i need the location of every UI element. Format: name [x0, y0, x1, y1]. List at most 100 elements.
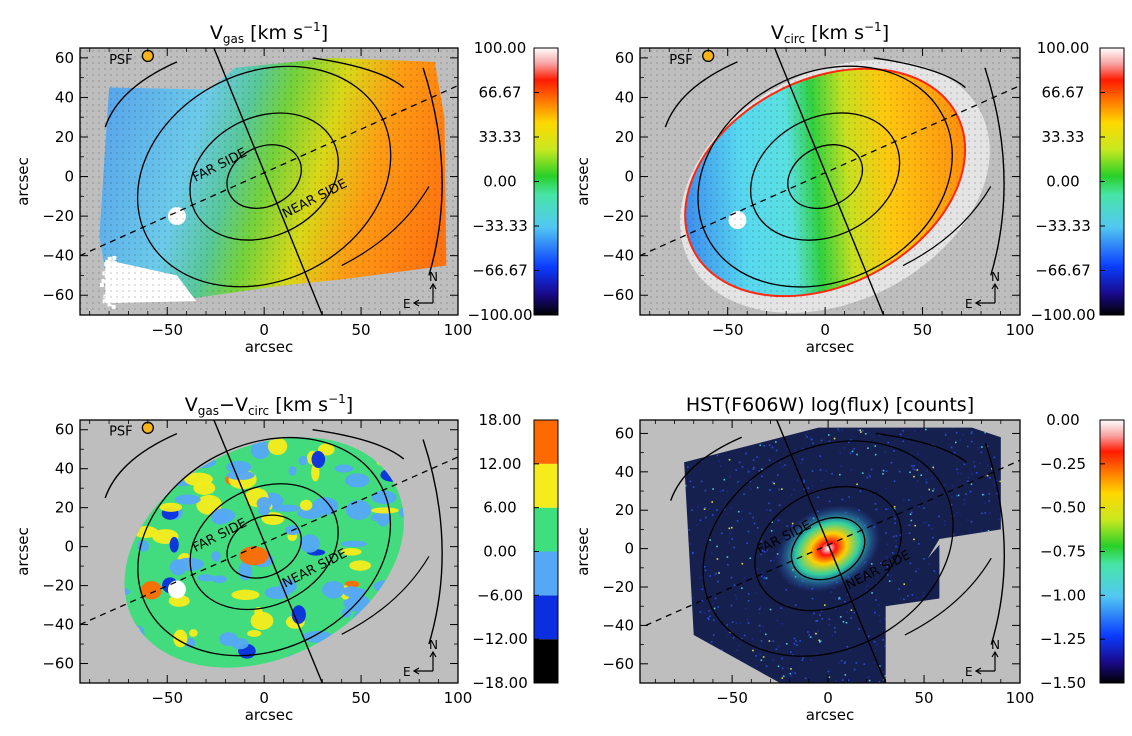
colorbar-bin: [534, 595, 558, 640]
colorbar-tick-label: −100.00: [467, 306, 532, 324]
outer-arc-right: [422, 67, 443, 276]
outer-arc-top: [312, 57, 405, 89]
chart-title: HST(F606W) log(flux) [counts]: [686, 394, 974, 416]
y-tick-label: 20: [615, 501, 634, 519]
colorbar-tick-label: −0.25: [1040, 455, 1086, 473]
x-tick-label: 0: [823, 689, 833, 707]
colorbar-tick-label: 33.33: [1042, 128, 1085, 146]
compass-north-head: [991, 282, 999, 290]
x-tick-label: −50: [151, 321, 183, 339]
y-tick-label: −40: [602, 616, 634, 634]
colorbar-bin: [534, 463, 558, 508]
isophote-2: [754, 485, 902, 612]
outer-arc-top: [873, 57, 966, 89]
colorbar-bin: [534, 639, 558, 683]
isophote-3: [137, 436, 392, 657]
y-tick-label: 40: [615, 88, 634, 106]
chart-title: Vgas [km s−1]: [210, 20, 328, 46]
outer-arc-right: [984, 442, 1005, 645]
y-tick-label: 20: [55, 128, 74, 146]
y-tick-label: 20: [615, 128, 634, 146]
y-tick-label: −60: [42, 655, 74, 673]
colorbar-tick-label: −33.33: [1035, 217, 1091, 235]
isophote-1: [226, 144, 302, 209]
isophote-3: [697, 65, 953, 288]
outer-arc-top: [875, 432, 967, 463]
compass-east-head: [974, 299, 982, 307]
colorbar-tick-label: −18.00: [472, 674, 528, 692]
x-tick-label: 100: [1006, 689, 1035, 707]
y-tick-label: 0: [64, 538, 74, 556]
colorbar-tick-label: −12.00: [472, 630, 528, 648]
psf-marker: [141, 49, 154, 63]
y-axis-label: arcsec: [574, 527, 592, 576]
x-tick-label: 50: [352, 321, 371, 339]
colorbar-bin: [534, 420, 558, 464]
y-tick-label: 60: [615, 424, 634, 442]
compass-east-label: E: [403, 665, 411, 679]
psf-marker: [702, 49, 715, 63]
outer-arc-left: [104, 432, 178, 499]
psf-label: PSF: [109, 425, 133, 440]
colorbar-tick-label: −100.00: [1030, 306, 1095, 324]
dot-overlay: [80, 48, 458, 315]
colorbar-tick-label: 66.67: [1042, 84, 1085, 102]
colorbar-tick-label: −0.75: [1040, 543, 1086, 561]
y-axis-label: arcsec: [14, 527, 32, 576]
major-axis-line: [645, 459, 1020, 627]
compass-north-head: [991, 650, 999, 658]
x-tick-label: −50: [712, 321, 744, 339]
y-tick-label: −20: [42, 207, 74, 225]
minor-axis-line: [213, 48, 323, 315]
isophote-2: [189, 483, 339, 611]
x-tick-label: −50: [151, 689, 183, 707]
colorbar-tick-label: 100.00: [1037, 39, 1090, 57]
outer-arc-top: [312, 429, 405, 460]
colorbar-bin: [534, 551, 558, 596]
colorbar-tick-label: −66.67: [1035, 262, 1091, 280]
compass-east-head: [412, 667, 420, 675]
x-tick-label: −50: [716, 689, 748, 707]
colorbar-tick-label: −66.67: [472, 262, 528, 280]
colorbar-tick-label: 0.00: [483, 173, 516, 191]
x-axis-label: arcsec: [806, 338, 855, 356]
outer-arc-inner-right: [902, 186, 992, 267]
colorbar-tick-label: 12.00: [479, 455, 522, 473]
masked-star: [167, 580, 186, 599]
plot-frame: [639, 419, 1021, 684]
compass-north-label: N: [429, 270, 438, 284]
major-axis-line: [80, 456, 458, 626]
x-tick-label: 100: [444, 689, 473, 707]
outer-arc-right: [984, 67, 1005, 276]
compass-north-label: N: [991, 270, 1000, 284]
compass-east-head: [974, 667, 982, 675]
y-tick-label: −20: [602, 578, 634, 596]
colorbar-tick-label: −6.00: [477, 586, 523, 604]
plot-frame: [639, 47, 1021, 316]
y-tick-label: −20: [602, 207, 634, 225]
y-tick-label: −60: [602, 286, 634, 304]
outer-arc-right: [422, 439, 443, 645]
compass-north-label: N: [991, 638, 1000, 652]
chart-title: Vgas−Vcirc [km s−1]: [185, 392, 353, 418]
minor-axis-line: [775, 420, 887, 683]
colorbar-tick-label: 33.33: [479, 128, 522, 146]
compass-east-label: E: [403, 297, 411, 311]
colorbar-tick-label: −33.33: [472, 217, 528, 235]
y-tick-label: −60: [42, 286, 74, 304]
colorbar-2: 100.00 66.67 33.33 0.00 −33.33 −66.67 −100.00: [1030, 39, 1125, 324]
colorbar-tick-label: −1.00: [1040, 586, 1086, 604]
colorbar-tick-label: −1.50: [1040, 674, 1086, 692]
y-tick-label: −20: [42, 577, 74, 595]
plot-frame: [79, 47, 459, 316]
y-tick-label: 0: [624, 540, 634, 558]
plot-frame: [79, 419, 459, 684]
x-axis-label: arcsec: [245, 706, 294, 724]
outer-arc-left: [670, 436, 742, 501]
y-tick-label: 40: [55, 88, 74, 106]
compass-north-head: [429, 650, 437, 658]
